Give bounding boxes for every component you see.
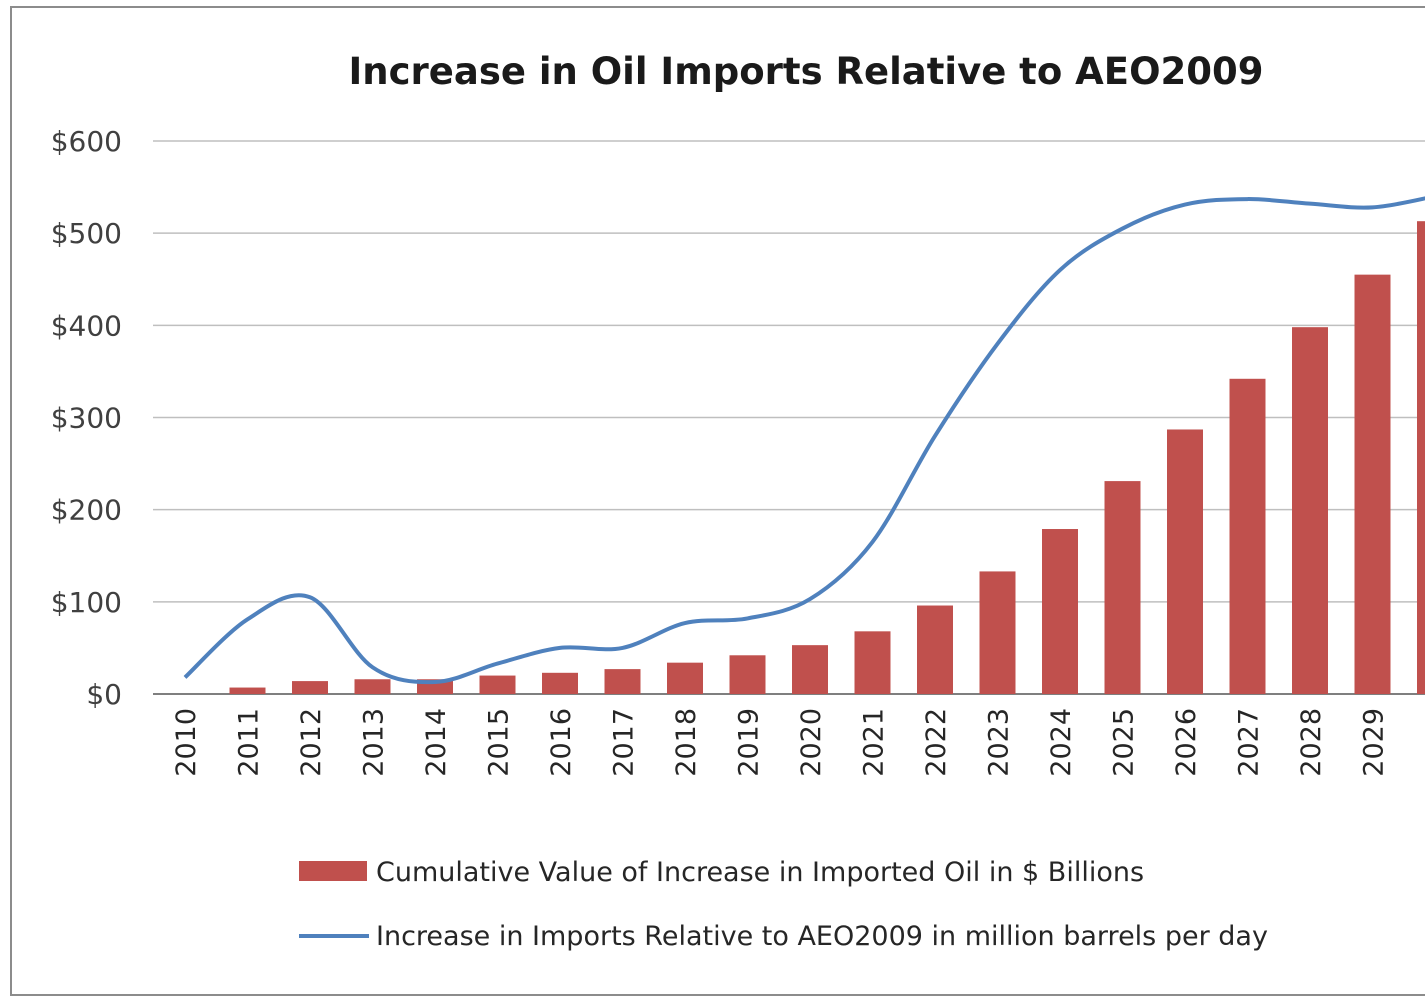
bar <box>917 606 953 694</box>
bar <box>1292 327 1328 694</box>
x-tick-label: 2020 <box>796 708 827 777</box>
y-tick-label: $400 <box>51 309 122 342</box>
bar <box>605 669 641 694</box>
legend: Cumulative Value of Increase in Imported… <box>299 857 1268 952</box>
x-tick-label: 2017 <box>609 708 640 777</box>
bar <box>1230 379 1266 694</box>
x-tick-label: 2027 <box>1234 708 1265 777</box>
bar <box>230 688 266 694</box>
bar <box>792 645 828 694</box>
legend-bar-label: Cumulative Value of Increase in Imported… <box>376 857 1144 888</box>
x-tick-label: 2022 <box>921 708 952 777</box>
bar <box>542 673 578 694</box>
x-tick-label: 2013 <box>359 708 390 777</box>
x-tick-label: 2024 <box>1046 708 1077 777</box>
x-axis-ticks: 2010 2011 2012 2013 2014 2015 2016 2017 2018 2019… <box>171 708 1425 777</box>
x-tick-label: 2012 <box>296 708 327 777</box>
bar <box>667 663 703 694</box>
x-tick-label: 2011 <box>234 708 265 777</box>
legend-bar-swatch <box>299 861 367 881</box>
bar <box>355 679 391 694</box>
x-tick-label: 2029 <box>1359 708 1390 777</box>
bar-series <box>230 221 1425 694</box>
x-tick-label: 2023 <box>984 708 1015 777</box>
legend-line-label: Increase in Imports Relative to AEO2009 … <box>376 921 1268 952</box>
bar <box>980 571 1016 694</box>
x-tick-label: 2014 <box>421 708 452 777</box>
y-tick-label: $500 <box>51 217 122 250</box>
x-tick-label: 2018 <box>671 708 702 777</box>
y-tick-label: $100 <box>51 586 122 619</box>
y-axis-ticks: $0 $100 $200 $300 $400 $500 $600 <box>51 125 122 711</box>
x-tick-label: 2016 <box>546 708 577 777</box>
bar <box>292 681 328 694</box>
bar <box>730 655 766 694</box>
bar <box>1417 221 1425 694</box>
x-tick-label: 2019 <box>734 708 765 777</box>
x-tick-label: 2021 <box>859 708 890 777</box>
bar <box>1167 429 1203 694</box>
x-tick-label: 2030 <box>1421 708 1425 777</box>
x-tick-label: 2026 <box>1171 708 1202 777</box>
bar <box>1042 529 1078 694</box>
bar <box>1105 481 1141 694</box>
bar <box>855 631 891 694</box>
x-tick-label: 2015 <box>484 708 515 777</box>
x-tick-label: 2028 <box>1296 708 1327 777</box>
x-tick-label: 2010 <box>171 708 202 777</box>
x-tick-label: 2025 <box>1109 708 1140 777</box>
y-tick-label: $300 <box>51 402 122 435</box>
y-tick-label: $600 <box>51 125 122 158</box>
chart-title: Increase in Oil Imports Relative to AEO2… <box>348 50 1263 93</box>
bar <box>480 676 516 694</box>
bar <box>1355 275 1391 694</box>
y-tick-label: $200 <box>51 494 122 527</box>
y-tick-label: $0 <box>86 678 122 711</box>
